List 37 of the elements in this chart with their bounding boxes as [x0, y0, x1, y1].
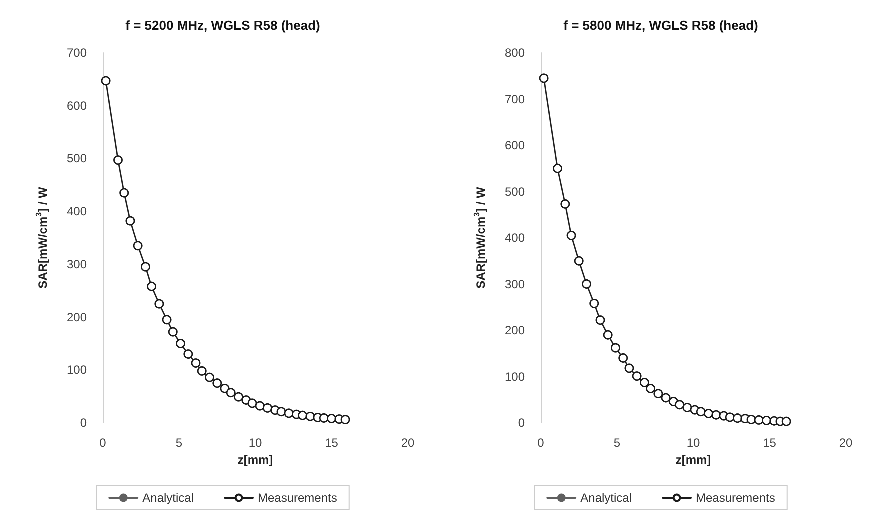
y-tick-label: 600 — [504, 138, 526, 152]
y-tick-label: 0 — [518, 416, 526, 430]
y-tick-label: 700 — [66, 46, 88, 60]
y-tick-label: 300 — [504, 277, 526, 292]
legend-label: Measurements — [258, 491, 338, 505]
chart-title: f = 5800 MHz, WGLS R58 (head) — [564, 18, 758, 33]
legend-label: Analytical — [580, 491, 632, 505]
legend-label: Analytical — [142, 491, 194, 505]
x-tick-label: 0 — [100, 436, 107, 450]
x-tick-label: 20 — [401, 436, 415, 450]
x-tick-label: 10 — [686, 436, 700, 450]
x-tick-label: 15 — [325, 436, 339, 450]
y-tick-label: 400 — [504, 231, 526, 245]
legend-label: Measurements — [696, 491, 776, 505]
y-tick-label: 300 — [66, 257, 88, 272]
x-tick-label: 15 — [763, 436, 777, 450]
y-tick-label: 100 — [66, 363, 88, 378]
x-tick-label: 10 — [248, 436, 262, 450]
chart-title: f = 5200 MHz, WGLS R58 (head) — [126, 18, 320, 33]
x-axis-title: z[mm] — [238, 452, 274, 467]
x-tick-label: 0 — [538, 436, 545, 450]
y-tick-label: 200 — [504, 324, 526, 338]
y-tick-label: 600 — [66, 98, 88, 113]
y-tick-label: 800 — [504, 46, 526, 60]
y-tick-label: 500 — [504, 184, 526, 199]
x-tick-label: 20 — [839, 436, 853, 450]
y-tick-label: 700 — [504, 92, 526, 106]
y-tick-label: 400 — [66, 204, 88, 219]
y-tick-label: 100 — [504, 370, 526, 384]
y-axis-title: SAR[mW/cm3] / W — [472, 186, 488, 289]
x-tick-label: 5 — [614, 436, 621, 450]
y-tick-label: 0 — [80, 416, 88, 430]
y-axis-title: SAR[mW/cm3] / W — [34, 186, 50, 289]
y-tick-label: 200 — [66, 310, 88, 324]
y-tick-label: 500 — [66, 152, 88, 166]
x-tick-label: 5 — [176, 436, 183, 450]
x-axis-title: z[mm] — [676, 452, 712, 467]
